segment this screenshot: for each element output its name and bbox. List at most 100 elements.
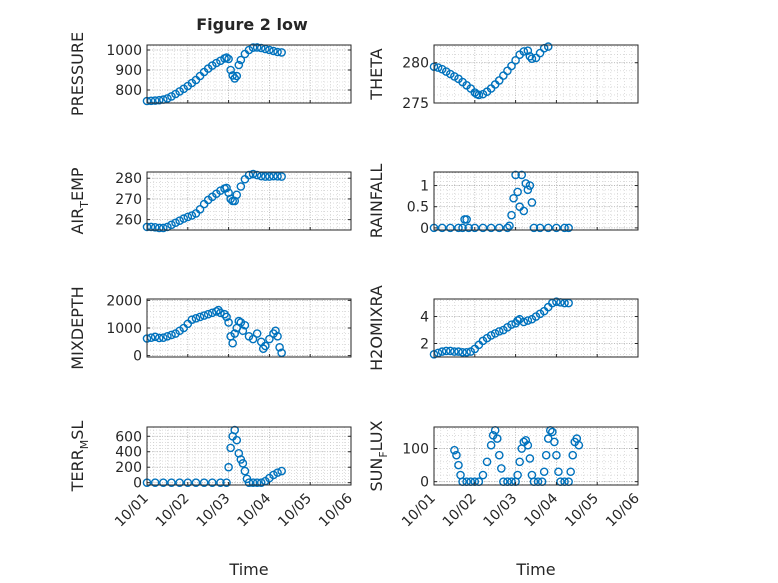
y-tick-label: 400	[115, 445, 142, 461]
data-point	[519, 206, 529, 216]
x-tick-label: 10/04	[234, 490, 274, 530]
data-point	[167, 220, 176, 230]
y-tick-label: 0	[133, 476, 142, 492]
data-point	[464, 223, 473, 233]
data-point	[437, 223, 447, 233]
y-axis-label: SUNFLUX	[367, 420, 390, 491]
data-point	[167, 478, 176, 487]
axes-box	[433, 298, 639, 358]
data-point	[507, 210, 516, 220]
data-series	[142, 425, 286, 487]
x-axis-label: Time	[515, 560, 555, 579]
data-point	[535, 223, 545, 233]
data-point	[265, 172, 274, 181]
data-point	[478, 470, 488, 480]
data-point	[187, 211, 197, 220]
data-point	[490, 329, 500, 338]
data-point	[441, 346, 451, 356]
axes-box	[146, 171, 352, 231]
data-point	[159, 223, 168, 233]
y-axis-label: MIXDEPTH	[68, 286, 87, 369]
data-point	[486, 223, 496, 233]
data-point	[511, 170, 520, 180]
data-series	[142, 305, 286, 358]
data-point	[521, 435, 531, 445]
data-point	[437, 347, 447, 356]
data-point	[232, 190, 242, 200]
data-point	[240, 466, 250, 476]
data-point	[519, 317, 529, 327]
data-point	[154, 333, 164, 343]
y-tick-label: 200	[115, 460, 142, 476]
data-point	[525, 181, 535, 190]
data-series	[450, 426, 584, 486]
data-point	[277, 466, 286, 476]
data-point	[277, 172, 286, 181]
y-tick-label: 800	[115, 83, 142, 99]
data-point	[222, 183, 231, 193]
data-point	[175, 478, 184, 487]
subplot-h2omixra: 2 4 H2OMIXRA	[367, 285, 639, 371]
data-point	[446, 346, 455, 356]
data-point	[554, 467, 563, 477]
data-point	[248, 478, 258, 487]
y-tick-label: 1000	[106, 321, 142, 337]
data-point	[492, 434, 502, 443]
data-point	[195, 204, 205, 214]
data-point	[154, 223, 164, 233]
data-point	[232, 71, 242, 81]
data-series	[429, 170, 573, 233]
data-point	[226, 65, 235, 75]
plot-area	[434, 299, 638, 357]
y-axis-label: THETA	[367, 48, 386, 100]
data-point	[523, 440, 533, 450]
data-point	[195, 312, 205, 322]
data-point	[248, 334, 258, 344]
data-point	[230, 74, 240, 83]
data-point	[494, 223, 504, 233]
x-tick-label: 10/05	[562, 491, 602, 531]
y-axis-label: H2OMIXRA	[367, 285, 386, 371]
data-point	[236, 182, 246, 191]
data-point	[175, 216, 184, 225]
data-series	[142, 169, 286, 233]
y-tick-label: 4	[420, 310, 429, 326]
data-point	[548, 427, 557, 437]
data-point	[224, 54, 233, 64]
y-tick-label: 0	[420, 475, 429, 491]
data-point	[150, 332, 160, 342]
data-point	[486, 331, 496, 340]
data-point	[236, 55, 246, 65]
data-point	[509, 193, 518, 203]
data-point	[494, 327, 504, 336]
data-point	[523, 46, 533, 55]
data-point	[513, 187, 522, 197]
data-point	[252, 478, 262, 487]
data-point	[163, 331, 172, 341]
data-point	[486, 440, 496, 450]
y-tick-label: 2	[420, 337, 429, 353]
subplot-air-temp: 260 270 280 AIRTEMP	[68, 167, 352, 235]
x-tick-label: 10/06	[603, 490, 643, 530]
major-grid	[434, 299, 638, 357]
data-point	[269, 171, 278, 181]
y-tick-label: 1	[420, 179, 429, 195]
data-point	[183, 212, 193, 222]
data-point	[273, 172, 282, 181]
data-point	[234, 316, 244, 326]
data-point	[150, 96, 160, 105]
data-point	[470, 223, 480, 233]
data-point	[523, 185, 533, 195]
y-tick-label: 0	[420, 221, 429, 237]
data-point	[199, 311, 209, 320]
data-point	[273, 47, 282, 57]
data-point	[478, 223, 488, 233]
data-point	[543, 223, 553, 233]
axes-box	[433, 171, 639, 231]
data-point	[248, 43, 258, 52]
data-point	[525, 51, 535, 61]
y-tick-label: 260	[115, 213, 142, 229]
data-point	[238, 459, 248, 468]
data-point	[234, 60, 244, 70]
data-point	[226, 443, 235, 453]
